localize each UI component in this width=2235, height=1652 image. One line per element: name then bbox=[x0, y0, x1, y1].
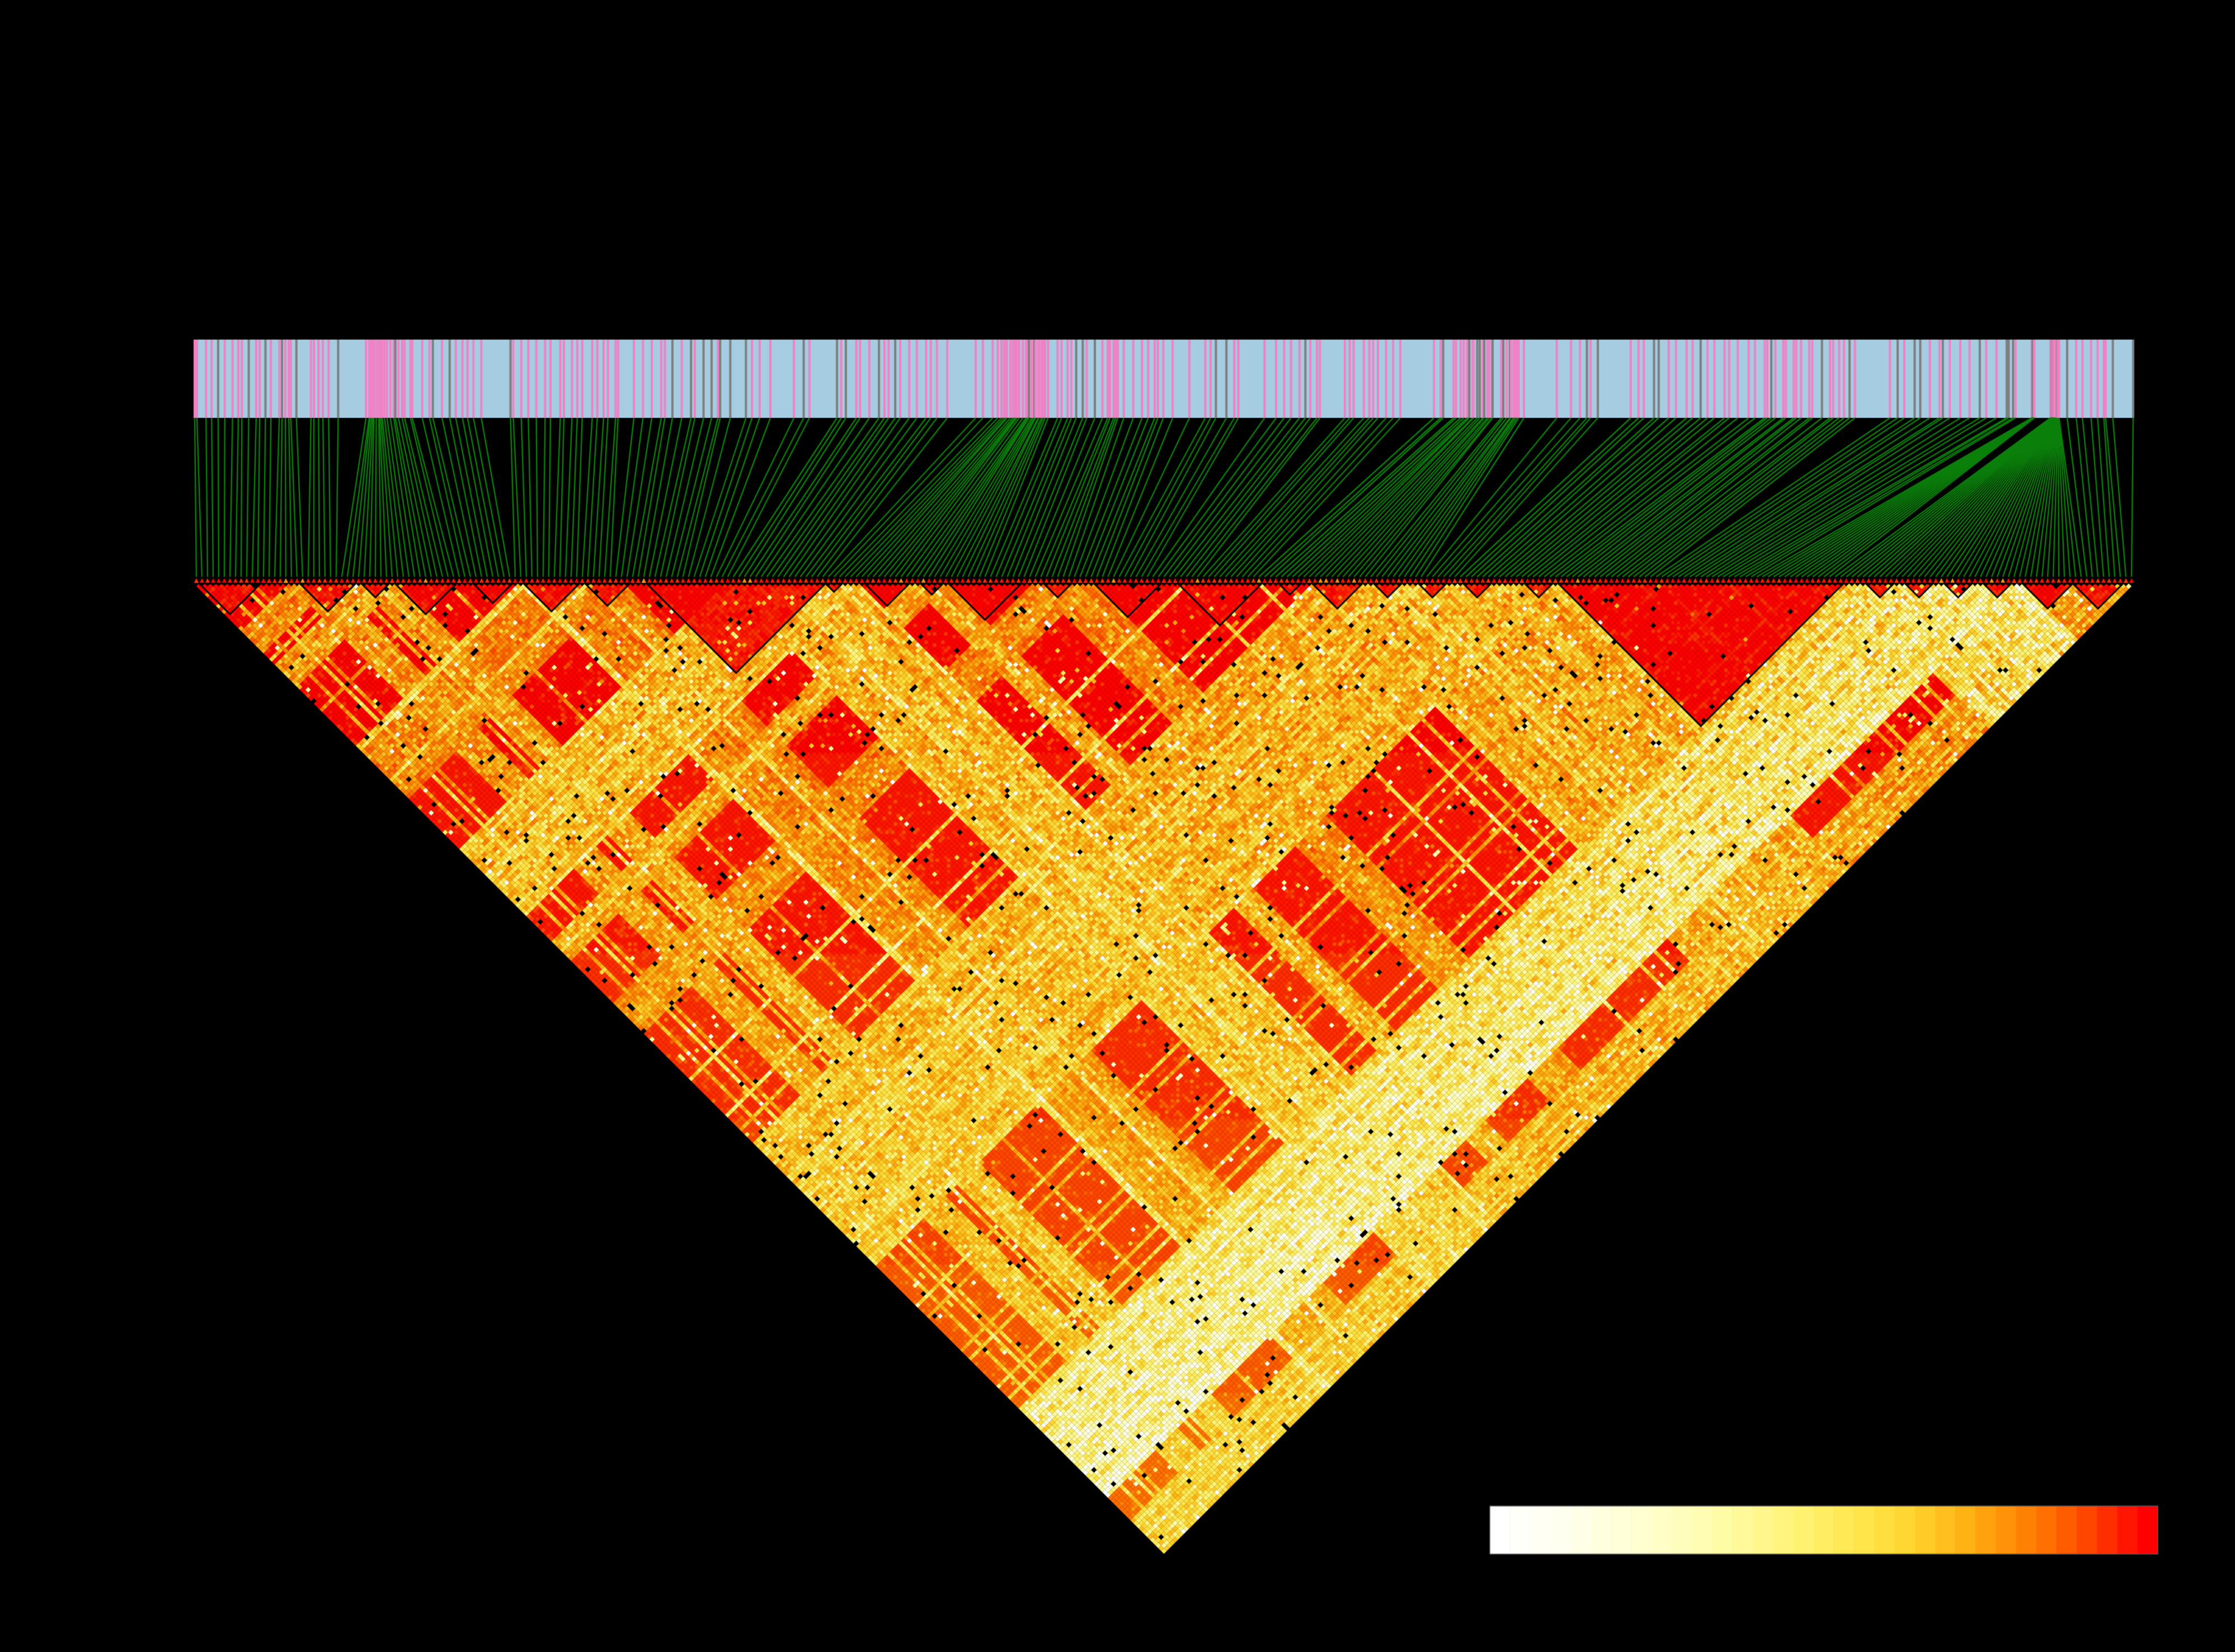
ld-plot-canvas bbox=[0, 0, 2235, 1652]
ld-plot-figure bbox=[0, 0, 2235, 1652]
